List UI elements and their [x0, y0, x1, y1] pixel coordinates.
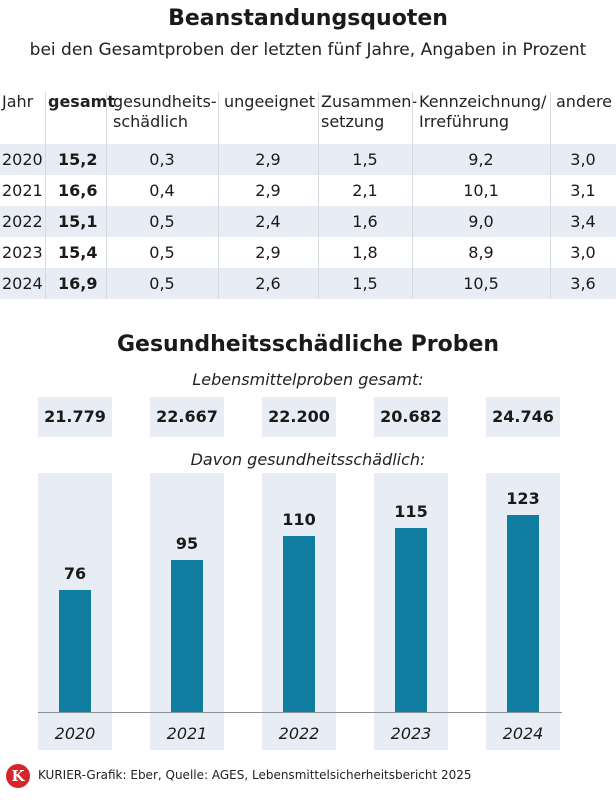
chart-subtitle: bei den Gesamtproben der letzten fünf Ja…: [29, 40, 587, 60]
year-tick-label: 2020: [54, 724, 96, 743]
column-divider: [218, 92, 219, 299]
cell-labeling: 8,9: [468, 243, 494, 262]
bar-value-label: 95: [175, 534, 199, 553]
bar-value-label: 110: [282, 510, 316, 529]
cell-other: 3,0: [570, 150, 596, 169]
header-total: gesamt: [48, 92, 115, 111]
chart-title: Beanstandungsquoten: [168, 6, 448, 31]
header-composition: Zusammen- setzung: [321, 92, 418, 131]
cell-other: 3,6: [570, 274, 596, 293]
kurier-logo: K: [6, 764, 30, 788]
header-labeling: Kennzeichnung/ Irreführung: [419, 92, 547, 131]
bar-value-label: 123: [506, 489, 540, 509]
table-row: 2021 16,6 0,4 2,9 2,1 10,1 3,1: [0, 175, 616, 206]
cell-total: 15,4: [58, 243, 98, 262]
cell-unsuitable: 2,9: [255, 150, 281, 169]
header-unsuitable: ungeeignet: [224, 92, 315, 111]
table-row: 2024 16,9 0,5 2,6 1,5 10,5 3,6: [0, 268, 616, 299]
cell-year: 2021: [2, 181, 43, 200]
source-footer: KURIER-Grafik: Eber, Quelle: AGES, Leben…: [38, 768, 472, 782]
year-tick-label: 2024: [502, 724, 544, 743]
column-divider: [45, 92, 46, 299]
cell-year: 2024: [2, 274, 43, 293]
cell-total: 15,1: [58, 212, 98, 231]
cell-harmful: 0,5: [149, 212, 175, 231]
year-tick-label: 2022: [278, 724, 320, 743]
cell-harmful: 0,4: [149, 181, 175, 200]
cell-harmful: 0,5: [149, 243, 175, 262]
cell-other: 3,0: [570, 243, 596, 262]
column-divider: [412, 92, 413, 299]
section-title: Gesundheitsschädliche Proben: [116, 332, 500, 357]
cell-unsuitable: 2,6: [255, 274, 281, 293]
total-samples-box: 22.667: [150, 397, 224, 437]
total-samples-box: 22.200: [262, 397, 336, 437]
bar: [171, 560, 203, 712]
column-divider: [106, 92, 107, 299]
cell-composition: 1,6: [352, 212, 378, 231]
cell-unsuitable: 2,4: [255, 212, 281, 231]
cell-year: 2023: [2, 243, 43, 262]
bar: [395, 528, 427, 712]
cell-total: 16,6: [58, 181, 98, 200]
table-row: 2023 15,4 0,5 2,9 1,8 8,9 3,0: [0, 237, 616, 268]
cell-composition: 1,5: [352, 274, 378, 293]
bar-value-label: 76: [63, 564, 87, 584]
cell-year: 2022: [2, 212, 43, 231]
header-year: Jahr: [2, 92, 34, 111]
cell-unsuitable: 2,9: [255, 243, 281, 262]
cell-composition: 2,1: [352, 181, 378, 200]
cell-total: 16,9: [58, 274, 98, 293]
cell-labeling: 9,0: [468, 212, 494, 231]
year-tick-label: 2021: [166, 724, 208, 743]
totals-label: Lebensmittelproben gesamt:: [192, 370, 424, 389]
bar-value-label: 115: [394, 502, 428, 521]
header-harmful: gesundheits- schädlich: [113, 92, 217, 131]
year-tick-label: 2023: [390, 724, 432, 743]
total-samples-box: 21.779: [38, 397, 112, 437]
column-divider: [318, 92, 319, 299]
bar: [507, 515, 539, 712]
bar: [59, 590, 91, 712]
cell-year: 2020: [2, 150, 43, 169]
cell-composition: 1,5: [352, 150, 378, 169]
table-row: 2020 15,2 0,3 2,9 1,5 9,2 3,0: [0, 144, 616, 175]
cell-labeling: 9,2: [468, 150, 494, 169]
chart-baseline: [38, 712, 562, 713]
cell-other: 3,4: [570, 212, 596, 231]
total-samples-box: 20.682: [374, 397, 448, 437]
bar: [283, 536, 315, 712]
table-row: 2022 15,1 0,5 2,4 1,6 9,0 3,4: [0, 206, 616, 237]
cell-harmful: 0,5: [149, 274, 175, 293]
cell-harmful: 0,3: [149, 150, 175, 169]
cell-labeling: 10,1: [463, 181, 499, 200]
header-other: andere: [556, 92, 613, 111]
cell-composition: 1,8: [352, 243, 378, 262]
total-samples-box: 24.746: [486, 397, 560, 437]
cell-unsuitable: 2,9: [255, 181, 281, 200]
cell-other: 3,1: [570, 181, 596, 200]
cell-labeling: 10,5: [463, 274, 499, 293]
harmful-label: Davon gesundheitsschädlich:: [190, 450, 426, 469]
cell-total: 15,2: [58, 150, 98, 169]
column-divider: [550, 92, 551, 299]
